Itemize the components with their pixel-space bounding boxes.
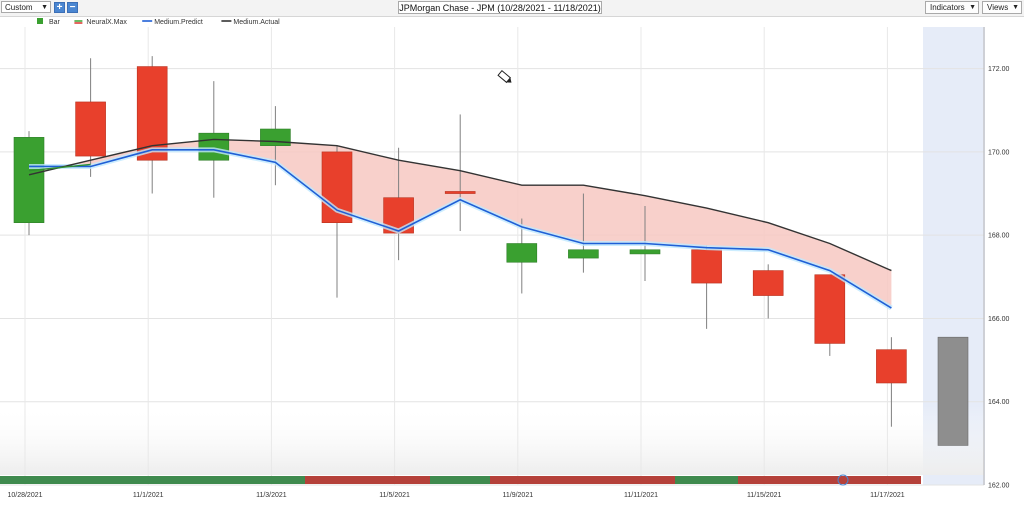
pencil-cursor-icon xyxy=(497,69,512,84)
candle-body xyxy=(75,101,106,157)
x-tick-label: 10/28/2021 xyxy=(7,492,42,499)
candle-11/4/2021 xyxy=(321,145,353,298)
y-tick-label: 166.00 xyxy=(988,316,1010,323)
chart-toolbar: Custom ▼ + − JPMorgan Chase - JPM (10/28… xyxy=(0,0,1024,17)
y-tick-label: 168.00 xyxy=(988,233,1010,240)
indicators-label: Indicators xyxy=(930,3,965,12)
x-tick-label: 11/15/2021 xyxy=(747,492,782,499)
signal-segment xyxy=(0,476,305,484)
candle-body xyxy=(691,249,722,284)
chevron-down-icon: ▼ xyxy=(969,4,976,11)
medium-actual-line xyxy=(28,138,892,272)
candle-body xyxy=(260,128,291,146)
legend-item: Medium.Predict xyxy=(142,19,203,26)
remove-button[interactable]: − xyxy=(67,2,78,13)
future-candle xyxy=(937,336,969,446)
candle-10/28/2021 xyxy=(13,131,45,236)
candle-body xyxy=(444,191,476,194)
preset-label: Custom xyxy=(5,3,33,12)
medium-predict-line xyxy=(29,149,892,309)
plus-icon: + xyxy=(56,2,63,13)
signal-strip xyxy=(0,474,921,486)
signal-segment xyxy=(675,476,738,484)
signal-segment xyxy=(738,476,921,484)
minus-icon: − xyxy=(69,2,76,13)
signal-segment xyxy=(430,476,490,484)
candle-11/16/2021 xyxy=(814,274,846,356)
x-tick-label: 11/17/2021 xyxy=(870,492,905,499)
legend-label: Medium.Predict xyxy=(154,19,203,26)
candle-body xyxy=(506,243,538,263)
y-tick-label: 170.00 xyxy=(988,149,1010,156)
x-tick-label: 11/11/2021 xyxy=(624,492,658,499)
legend-label: Medium.Actual xyxy=(233,19,280,26)
candle-body xyxy=(198,132,230,161)
candle-11/17/2021 xyxy=(876,337,907,427)
legend-item: Medium.Actual xyxy=(221,19,280,26)
axes: 172.00 170.00 168.00 166.00 164.00 162.00 10/2… xyxy=(7,27,1010,499)
chevron-down-icon: ▼ xyxy=(1012,4,1019,11)
legend-label: Bar xyxy=(49,19,61,26)
signal-segment xyxy=(490,476,675,484)
candle-body xyxy=(876,349,907,384)
candle-11/15/2021 xyxy=(752,264,784,319)
preset-dropdown[interactable]: Custom ▼ xyxy=(1,1,51,13)
legend-swatch-icon xyxy=(37,18,43,24)
pencil-tip xyxy=(506,77,512,83)
candle-11/1/2021 xyxy=(136,56,168,194)
y-tick-label: 162.00 xyxy=(988,483,1010,490)
series-lines xyxy=(28,138,893,311)
views-label: Views xyxy=(987,3,1009,12)
candle-11/8/2021 xyxy=(444,114,476,232)
candle-body xyxy=(752,270,784,296)
chart-legend: Bar NeuralX.Max Medium.Predict Medium.Actua… xyxy=(37,18,280,26)
views-button[interactable]: Views ▼ xyxy=(982,1,1022,14)
chevron-down-icon: ▼ xyxy=(41,4,48,11)
legend-item: NeuralX.Max xyxy=(74,19,127,26)
indicators-button[interactable]: Indicators ▼ xyxy=(925,1,979,14)
legend-label: NeuralX.Max xyxy=(86,19,127,26)
y-tick-label: 172.00 xyxy=(988,66,1010,73)
bottom-fade xyxy=(0,405,984,475)
candle-10/29/2021 xyxy=(75,58,106,177)
candle-11/10/2021 xyxy=(568,193,599,273)
chart-title: JPMorgan Chase - JPM (10/28/2021 - 11/18… xyxy=(398,1,602,14)
legend-item: Bar xyxy=(37,18,61,26)
y-tick-label: 164.00 xyxy=(988,399,1010,406)
candle-body xyxy=(814,274,846,344)
neuralx-max-line xyxy=(28,163,91,172)
x-tick-label: 11/5/2021 xyxy=(379,492,410,499)
add-button[interactable]: + xyxy=(54,2,65,13)
candle-11/9/2021 xyxy=(506,218,538,294)
signal-segment xyxy=(305,476,430,484)
x-tick-label: 11/3/2021 xyxy=(256,492,287,499)
candle-body xyxy=(13,137,45,223)
x-tick-label: 11/1/2021 xyxy=(133,492,164,499)
x-tick-label: 11/9/2021 xyxy=(502,492,533,499)
signal-marker-icon xyxy=(837,474,849,486)
candle-body xyxy=(568,249,599,259)
pencil-body xyxy=(497,69,512,84)
candle-11/12/2021 xyxy=(691,245,722,329)
candle-body xyxy=(629,249,661,255)
